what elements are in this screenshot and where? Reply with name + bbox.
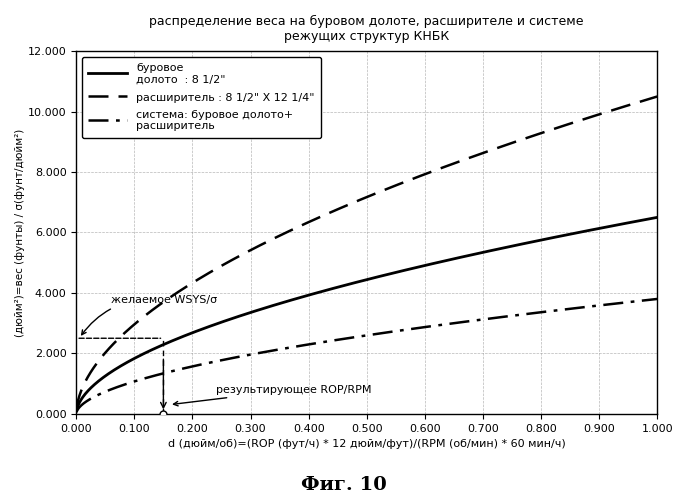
- Y-axis label: (дюйм²)=вес (фунты) / σ(фунт/дюйм²): (дюйм²)=вес (фунты) / σ(фунт/дюйм²): [15, 128, 25, 337]
- Text: результирующее ROP/RPM: результирующее ROP/RPM: [173, 385, 371, 406]
- Text: желаемое WSYS/σ: желаемое WSYS/σ: [82, 295, 217, 335]
- X-axis label: d (дюйм/об)=(ROP (фут/ч) * 12 дюйм/фут)/(RPM (об/мин) * 60 мин/ч): d (дюйм/об)=(ROP (фут/ч) * 12 дюйм/фут)/…: [168, 439, 566, 449]
- Text: Фиг. 10: Фиг. 10: [301, 476, 387, 494]
- Title: распределение веса на буровом долоте, расширителе и системе
режущих структур КНБ: распределение веса на буровом долоте, ра…: [149, 15, 584, 43]
- Legend: буровое
долото  : 8 1/2", расширитель : 8 1/2" X 12 1/4", система: буровое долот: буровое долото : 8 1/2", расширитель : 8…: [82, 57, 321, 138]
